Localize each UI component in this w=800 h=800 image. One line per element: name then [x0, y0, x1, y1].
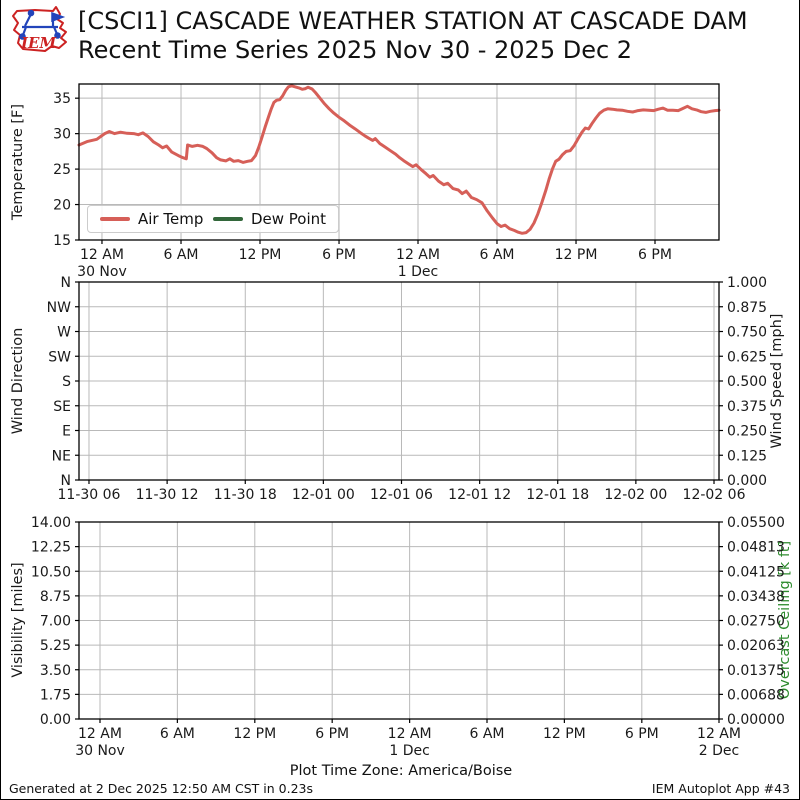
svg-text:1 Dec: 1 Dec [398, 264, 438, 280]
svg-text:12-02 06: 12-02 06 [683, 487, 746, 503]
svg-text:12 AM: 12 AM [396, 247, 440, 263]
svg-text:12-01 06: 12-01 06 [370, 487, 433, 503]
svg-text:7.00: 7.00 [40, 614, 71, 630]
svg-text:SW: SW [48, 349, 71, 365]
svg-text:6 AM: 6 AM [160, 726, 195, 742]
legend-label-dew-point: Dew Point [250, 210, 326, 228]
svg-text:0.04813: 0.04813 [727, 540, 785, 556]
title-line-1: [CSCI1] CASCADE WEATHER STATION AT CASCA… [78, 7, 748, 35]
svg-text:12-01 00: 12-01 00 [292, 487, 355, 503]
svg-text:0.500: 0.500 [727, 374, 767, 390]
wind-panel: 11-30 06 11-30 12 11-30 18 12-01 00 12-01 06… [47, 275, 767, 503]
svg-text:25: 25 [53, 162, 71, 178]
svg-text:0.125: 0.125 [727, 448, 767, 464]
svg-text:N: N [61, 275, 71, 291]
svg-text:12 PM: 12 PM [543, 726, 586, 742]
legend: Air Temp Dew Point [87, 205, 339, 233]
svg-text:0.02063: 0.02063 [727, 638, 785, 654]
svg-text:30 Nov: 30 Nov [77, 264, 127, 280]
overcast-ceiling-y-axis-label: Overcast Ceiling [k ft] [777, 541, 793, 699]
title-line-2: Recent Time Series 2025 Nov 30 - 2025 De… [78, 36, 633, 64]
svg-text:5.25: 5.25 [40, 638, 71, 654]
svg-text:0.625: 0.625 [727, 349, 767, 365]
svg-text:35: 35 [53, 91, 71, 107]
svg-text:6 PM: 6 PM [638, 247, 672, 263]
svg-text:1.75: 1.75 [40, 687, 71, 703]
svg-text:6 PM: 6 PM [322, 247, 356, 263]
svg-text:11-30 12: 11-30 12 [136, 487, 199, 503]
svg-text:12 AM: 12 AM [697, 726, 741, 742]
svg-text:3.50: 3.50 [40, 663, 71, 679]
svg-text:0.02750: 0.02750 [727, 614, 785, 630]
svg-text:0.00: 0.00 [40, 712, 71, 728]
air-temp-line [77, 84, 721, 235]
figure-title: [CSCI1] CASCADE WEATHER STATION AT CASCA… [78, 7, 748, 65]
svg-text:6 PM: 6 PM [625, 726, 659, 742]
svg-text:0.750: 0.750 [727, 325, 767, 341]
svg-text:30 Nov: 30 Nov [75, 743, 125, 759]
svg-text:0.00000: 0.00000 [727, 712, 785, 728]
svg-text:6 AM: 6 AM [469, 726, 504, 742]
svg-text:12 AM: 12 AM [78, 726, 122, 742]
svg-text:11-30 06: 11-30 06 [58, 487, 121, 503]
svg-text:6 AM: 6 AM [479, 247, 514, 263]
svg-text:6 AM: 6 AM [164, 247, 199, 263]
svg-text:1 Dec: 1 Dec [389, 743, 429, 759]
app-id-text: IEM Autoplot App #43 [651, 781, 790, 796]
iem-logo: IEM [12, 6, 67, 52]
svg-text:E: E [62, 424, 71, 440]
air-temp-line-swatch [100, 217, 130, 221]
svg-text:0.000: 0.000 [727, 473, 767, 489]
svg-text:0.03438: 0.03438 [727, 589, 785, 605]
svg-text:NE: NE [52, 448, 71, 464]
svg-text:0.04125: 0.04125 [727, 564, 785, 580]
svg-text:12.25: 12.25 [31, 540, 71, 556]
svg-text:0.05500: 0.05500 [727, 515, 785, 531]
svg-text:S: S [62, 374, 71, 390]
svg-text:6 PM: 6 PM [315, 726, 349, 742]
svg-text:NW: NW [47, 300, 71, 316]
svg-text:W: W [57, 325, 71, 341]
svg-text:1.000: 1.000 [727, 275, 767, 291]
svg-text:0.875: 0.875 [727, 300, 767, 316]
svg-text:11-30 18: 11-30 18 [214, 487, 277, 503]
dew-point-line-swatch [212, 217, 243, 221]
legend-label-air-temp: Air Temp [138, 210, 204, 228]
svg-text:SE: SE [53, 399, 71, 415]
visibility-y-axis-label: Visibility [miles] [10, 562, 26, 677]
svg-text:N: N [61, 473, 71, 489]
svg-text:20: 20 [53, 198, 71, 214]
wind-direction-y-axis-label: Wind Direction [10, 328, 26, 435]
svg-text:12-01 18: 12-01 18 [526, 487, 589, 503]
generated-at-text: Generated at 2 Dec 2025 12:50 AM CST in … [9, 781, 313, 796]
wind-speed-y-axis-label: Wind Speed [mph] [769, 314, 785, 449]
svg-text:14.00: 14.00 [31, 515, 71, 531]
svg-text:12 PM: 12 PM [555, 247, 598, 263]
svg-text:12 PM: 12 PM [233, 726, 276, 742]
svg-text:0.01375: 0.01375 [727, 663, 785, 679]
temperature-y-axis-label: Temperature [F] [10, 104, 26, 221]
svg-text:0.250: 0.250 [727, 424, 767, 440]
svg-text:2 Dec: 2 Dec [699, 743, 739, 759]
svg-text:15: 15 [53, 233, 71, 249]
svg-text:0.375: 0.375 [727, 399, 767, 415]
svg-text:30: 30 [53, 127, 71, 143]
svg-text:0.00688: 0.00688 [727, 687, 785, 703]
svg-text:12-01 12: 12-01 12 [448, 487, 511, 503]
timezone-note: Plot Time Zone: America/Boise [289, 763, 513, 779]
svg-text:8.75: 8.75 [40, 589, 71, 605]
legend-item-air-temp: Air Temp [100, 210, 203, 228]
svg-text:12 PM: 12 PM [239, 247, 282, 263]
svg-text:12 AM: 12 AM [80, 247, 124, 263]
svg-text:12 AM: 12 AM [388, 726, 432, 742]
legend-item-dew-point: Dew Point [212, 210, 326, 228]
svg-text:12-02 00: 12-02 00 [604, 487, 667, 503]
svg-text:10.50: 10.50 [31, 564, 71, 580]
logo-anemometer-icon [19, 9, 66, 40]
logo-text: IEM [20, 34, 56, 52]
